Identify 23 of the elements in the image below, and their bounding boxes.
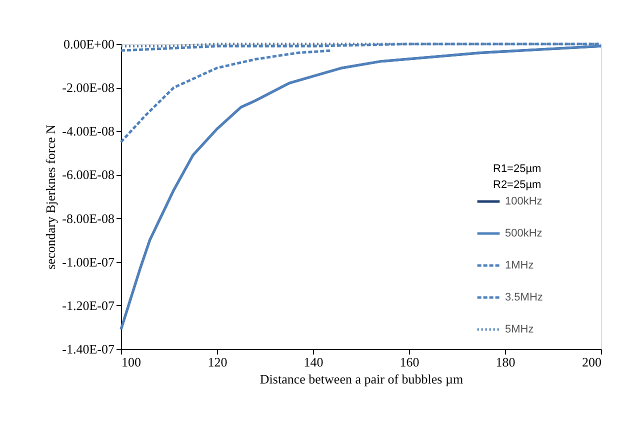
legend-label: 5MHz — [505, 324, 534, 336]
legend-label: 3.5MHz — [505, 292, 543, 304]
x-tick-label: 180 — [496, 354, 516, 370]
x-tick-label: 160 — [400, 354, 420, 370]
y-tick-label: -1.20E-07 — [62, 298, 115, 313]
y-tick-label: -2.00E-08 — [62, 80, 114, 96]
annotation: R1=25µm — [493, 163, 542, 175]
x-tick-label: 120 — [208, 354, 228, 370]
y-tick-label: -1.00E-07 — [62, 254, 115, 270]
y-tick-label: 0.00E+00 — [63, 36, 114, 52]
y-tick-label: -8.00E-08 — [62, 210, 114, 226]
x-tick-label: 100 — [122, 354, 141, 370]
legend-label: 500kHz — [505, 228, 542, 240]
x-axis-title: Distance between a pair of bubbles µm — [260, 372, 464, 386]
annotation: R2=25µm — [493, 179, 542, 191]
legend-label: 100kHz — [505, 196, 542, 208]
x-tick-label: 140 — [304, 354, 324, 370]
x-tick-label: 200 — [582, 354, 602, 370]
y-tick-label: -1.40E-07 — [62, 342, 115, 356]
y-tick-label: -6.00E-08 — [62, 167, 114, 182]
legend-label: 1MHz — [505, 260, 534, 272]
y-axis-title: secondary Bjerknes force N — [43, 124, 58, 270]
y-tick-label: -4.00E-08 — [62, 124, 114, 139]
